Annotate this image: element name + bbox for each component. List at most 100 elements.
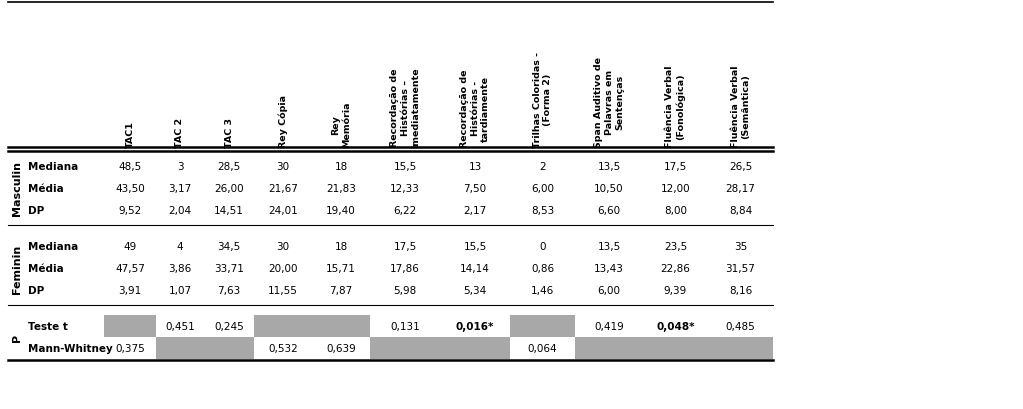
Text: TAC 2: TAC 2 xyxy=(176,118,184,148)
Text: 2,17: 2,17 xyxy=(463,205,487,216)
Text: Média: Média xyxy=(28,263,63,273)
Text: 19,40: 19,40 xyxy=(326,205,356,216)
Text: Recordação de
Histórias -
tardiamente: Recordação de Histórias - tardiamente xyxy=(460,70,490,148)
Text: 47,57: 47,57 xyxy=(115,263,145,273)
Bar xyxy=(510,315,575,337)
Text: 3,17: 3,17 xyxy=(169,184,191,193)
Text: 14,51: 14,51 xyxy=(214,205,243,216)
Text: 43,50: 43,50 xyxy=(116,184,145,193)
Text: 35: 35 xyxy=(733,241,747,252)
Text: 0,451: 0,451 xyxy=(165,321,194,331)
Text: 8,53: 8,53 xyxy=(531,205,554,216)
Text: TAC1: TAC1 xyxy=(126,121,134,148)
Text: 6,00: 6,00 xyxy=(531,184,554,193)
Text: 21,83: 21,83 xyxy=(326,184,356,193)
Text: 0,245: 0,245 xyxy=(214,321,243,331)
Text: 15,5: 15,5 xyxy=(463,241,487,252)
Text: 1,46: 1,46 xyxy=(531,285,554,295)
Text: 7,50: 7,50 xyxy=(463,184,487,193)
Text: 13,5: 13,5 xyxy=(597,241,621,252)
Text: 23,5: 23,5 xyxy=(664,241,687,252)
Text: Trilhas Coloridas -
(Forma 2): Trilhas Coloridas - (Forma 2) xyxy=(533,52,552,148)
Text: 0,375: 0,375 xyxy=(116,343,145,353)
Bar xyxy=(104,315,155,337)
Text: 0,064: 0,064 xyxy=(528,343,558,353)
Bar xyxy=(643,337,708,360)
Text: 4: 4 xyxy=(177,241,183,252)
Text: 0: 0 xyxy=(539,241,545,252)
Text: Fluência Verbal
(Fonológica): Fluência Verbal (Fonológica) xyxy=(666,65,685,148)
Bar xyxy=(370,337,440,360)
Text: 8,00: 8,00 xyxy=(664,205,687,216)
Text: 0,131: 0,131 xyxy=(390,321,419,331)
Text: 6,00: 6,00 xyxy=(597,285,621,295)
Bar xyxy=(254,315,312,337)
Text: 3: 3 xyxy=(177,162,183,172)
Text: 13,43: 13,43 xyxy=(594,263,624,273)
Text: Rey
Memória: Rey Memória xyxy=(331,101,351,148)
Text: Feminin: Feminin xyxy=(12,244,23,293)
Text: 30: 30 xyxy=(276,162,290,172)
Text: 13: 13 xyxy=(469,162,482,172)
Text: 0,86: 0,86 xyxy=(531,263,554,273)
Text: 14,14: 14,14 xyxy=(460,263,490,273)
Bar xyxy=(575,337,643,360)
Text: 7,87: 7,87 xyxy=(329,285,353,295)
Text: 21,67: 21,67 xyxy=(268,184,298,193)
Text: 5,98: 5,98 xyxy=(394,285,416,295)
Bar xyxy=(708,337,773,360)
Text: Média: Média xyxy=(28,184,63,193)
Text: 20,00: 20,00 xyxy=(268,263,298,273)
Text: 5,34: 5,34 xyxy=(463,285,487,295)
Text: Rey Cópia: Rey Cópia xyxy=(278,95,287,148)
Text: 12,33: 12,33 xyxy=(390,184,419,193)
Text: Recordação de
Histórias –
imediatamente: Recordação de Histórias – imediatamente xyxy=(390,67,419,148)
Text: Span Auditivo de
Palavras em
Sentenças: Span Auditivo de Palavras em Sentenças xyxy=(594,57,624,148)
Text: Mann-Whitney: Mann-Whitney xyxy=(28,343,113,353)
Text: 0,048*: 0,048* xyxy=(656,321,695,331)
Text: 6,22: 6,22 xyxy=(394,205,416,216)
Text: 6,60: 6,60 xyxy=(597,205,621,216)
Text: 12,00: 12,00 xyxy=(661,184,691,193)
Text: DP: DP xyxy=(28,285,44,295)
Text: 31,57: 31,57 xyxy=(725,263,755,273)
Text: 0,016*: 0,016* xyxy=(456,321,494,331)
Text: 7,63: 7,63 xyxy=(217,285,240,295)
Text: 22,86: 22,86 xyxy=(661,263,691,273)
Text: Mediana: Mediana xyxy=(28,162,78,172)
Text: 30: 30 xyxy=(276,241,290,252)
Text: 15,71: 15,71 xyxy=(326,263,356,273)
Text: 15,5: 15,5 xyxy=(394,162,416,172)
Text: 1,07: 1,07 xyxy=(169,285,191,295)
Text: 17,5: 17,5 xyxy=(394,241,416,252)
Text: 26,5: 26,5 xyxy=(728,162,752,172)
Text: 18: 18 xyxy=(335,241,348,252)
Text: 0,639: 0,639 xyxy=(326,343,356,353)
Text: 18: 18 xyxy=(335,162,348,172)
Text: 13,5: 13,5 xyxy=(597,162,621,172)
Text: 49: 49 xyxy=(124,241,137,252)
Text: 0,532: 0,532 xyxy=(268,343,298,353)
Text: 28,17: 28,17 xyxy=(725,184,755,193)
Text: Fluência Verbal
(Semântica): Fluência Verbal (Semântica) xyxy=(730,65,750,148)
Text: 26,00: 26,00 xyxy=(214,184,243,193)
Text: Teste t: Teste t xyxy=(28,321,68,331)
Text: 2,04: 2,04 xyxy=(169,205,191,216)
Text: P: P xyxy=(12,333,23,341)
Text: 24,01: 24,01 xyxy=(268,205,298,216)
Text: 48,5: 48,5 xyxy=(119,162,141,172)
Bar xyxy=(204,337,254,360)
Text: 3,86: 3,86 xyxy=(169,263,191,273)
Bar xyxy=(440,337,510,360)
Bar xyxy=(155,337,204,360)
Text: 17,86: 17,86 xyxy=(390,263,419,273)
Text: 34,5: 34,5 xyxy=(217,241,240,252)
Text: 9,39: 9,39 xyxy=(664,285,687,295)
Text: 8,16: 8,16 xyxy=(728,285,752,295)
Text: 2: 2 xyxy=(539,162,546,172)
Text: 9,52: 9,52 xyxy=(119,205,141,216)
Text: Mediana: Mediana xyxy=(28,241,78,252)
Text: 28,5: 28,5 xyxy=(217,162,240,172)
Text: 11,55: 11,55 xyxy=(268,285,298,295)
Bar xyxy=(312,315,370,337)
